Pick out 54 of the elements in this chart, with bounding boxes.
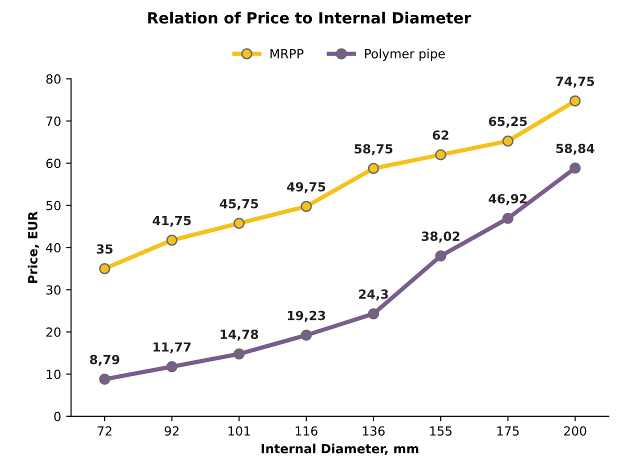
y-tick-label: 60 (46, 158, 61, 168)
data-label: 24,3 (359, 289, 388, 300)
y-tick-label: 10 (46, 370, 61, 380)
data-label: 14,78 (220, 330, 258, 341)
y-tick-label: 30 (46, 285, 61, 295)
x-tick-label: 175 (497, 426, 519, 436)
point (99, 374, 110, 385)
y-tick-label: 0 (54, 412, 61, 422)
point (300, 200, 312, 212)
point (570, 162, 581, 174)
point (99, 263, 110, 274)
x-tick-label: 136 (362, 426, 385, 436)
data-label: 74,75 (556, 76, 594, 88)
data-label: 11,77 (154, 342, 191, 354)
point (166, 361, 178, 372)
data-label: 58,75 (354, 144, 392, 156)
x-tick-label: 200 (564, 426, 586, 436)
point (502, 212, 514, 224)
y-tick-label: 80 (46, 74, 61, 84)
data-label: 19,23 (288, 310, 326, 322)
legend-label: MRPP (270, 49, 304, 58)
x-tick-label: 92 (164, 426, 179, 436)
legend-label: Polymer pipe (365, 48, 445, 61)
data-label: 58,84 (556, 144, 594, 155)
y-tick-label: 40 (46, 243, 61, 252)
point (166, 234, 178, 246)
data-label: 45,75 (220, 199, 258, 210)
data-label: 8,79 (90, 354, 120, 366)
point (368, 162, 380, 174)
data-label: 35 (96, 244, 112, 254)
data-label: 38,02 (422, 232, 460, 243)
y-axis-title: Price, EUR (28, 211, 40, 283)
point (300, 330, 312, 341)
x-tick-label: 72 (98, 426, 112, 436)
data-label: 65,25 (488, 116, 527, 128)
y-tick-label: 20 (46, 327, 61, 337)
y-tick-label: 70 (46, 116, 61, 126)
point (502, 135, 514, 147)
point (435, 250, 446, 262)
data-label: 46,92 (488, 194, 527, 206)
y-tick-label: 50 (46, 200, 61, 210)
x-tick-label: 155 (430, 426, 452, 436)
point (234, 348, 245, 360)
x-axis-title: Internal Diameter, mm (262, 444, 418, 455)
chart-title: Relation of Price to Internal Diameter (148, 12, 472, 24)
point (570, 95, 581, 107)
point (234, 218, 245, 229)
data-label: 62 (432, 130, 448, 140)
x-tick-label: 116 (296, 426, 318, 436)
x-tick-label: 101 (228, 426, 250, 436)
data-label: 49,75 (287, 182, 326, 194)
point (435, 149, 446, 160)
data-label: 41,75 (152, 216, 191, 227)
point (368, 308, 380, 320)
